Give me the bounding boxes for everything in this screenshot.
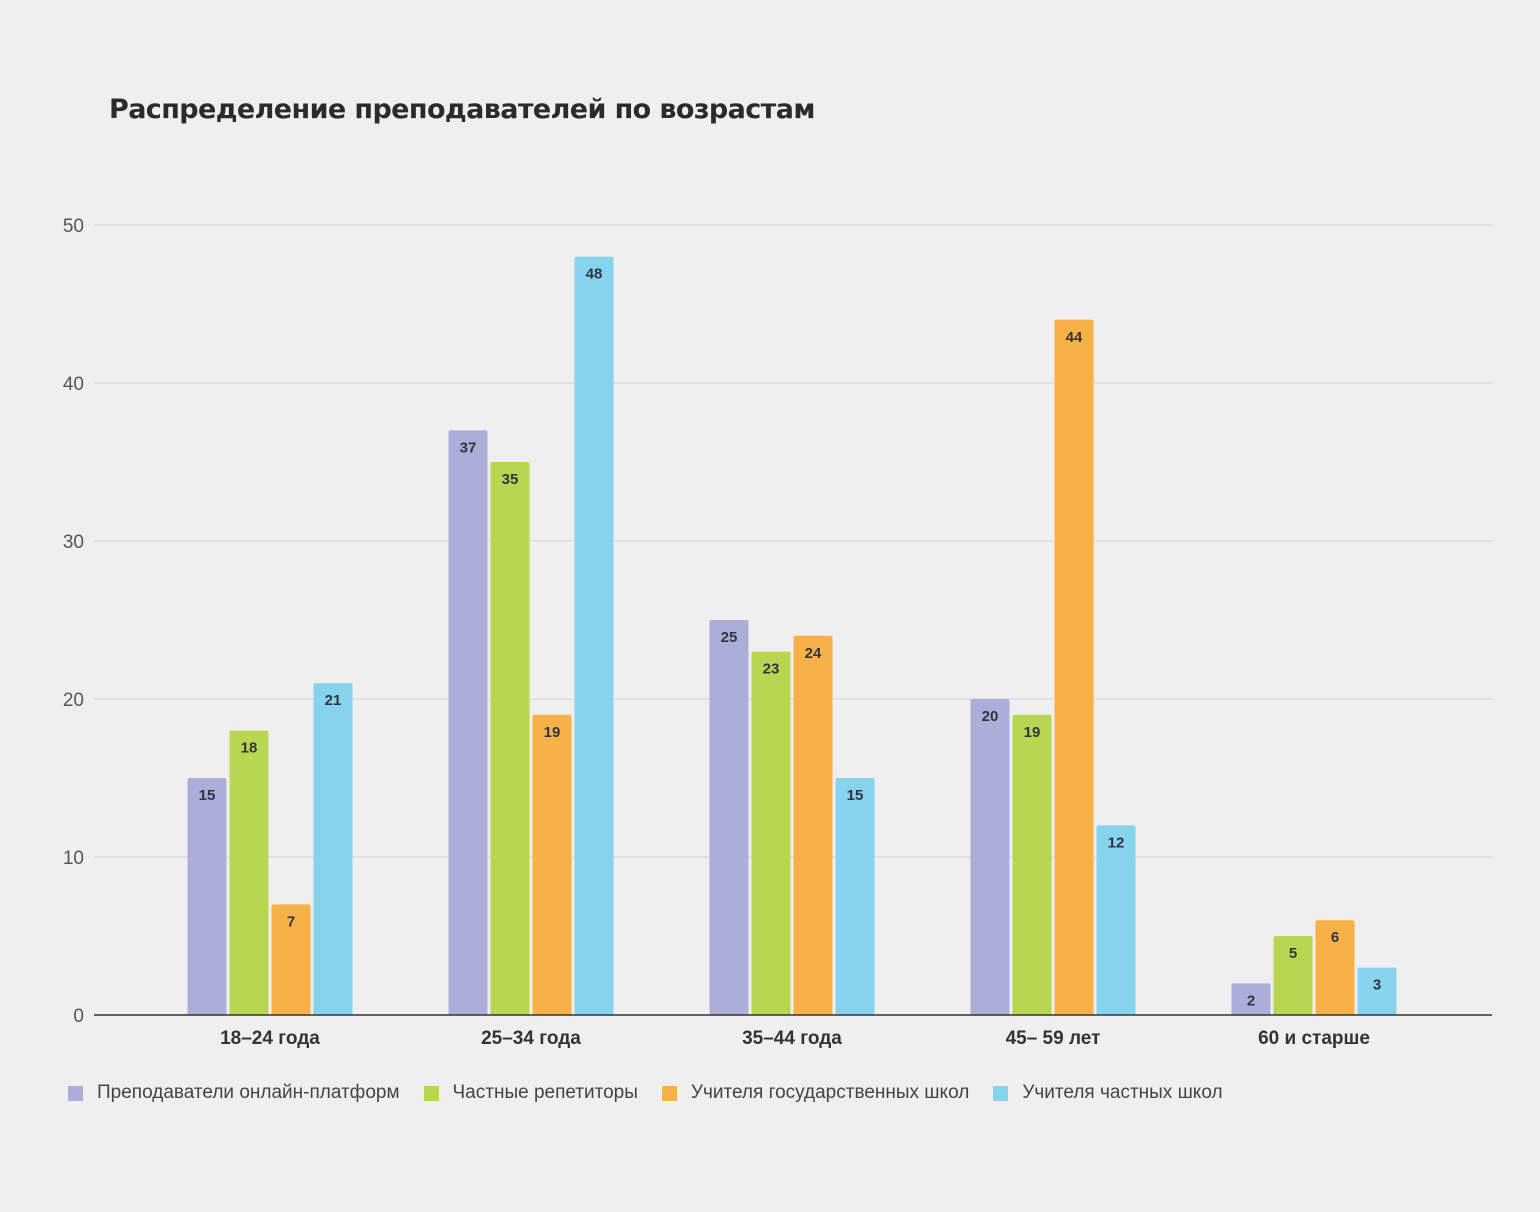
y-tick-label: 50	[63, 216, 84, 237]
data-label: 15	[199, 787, 216, 804]
bar	[1273, 936, 1313, 1015]
data-label: 19	[1024, 724, 1041, 741]
legend-label: Учителя частных школ	[1022, 1082, 1223, 1103]
bar	[532, 714, 572, 1015]
chart-title: Распределение преподавателей по возраста…	[109, 94, 815, 125]
data-label: 24	[805, 645, 822, 662]
x-tick-label: 25–34 года	[481, 1028, 581, 1049]
x-tick-label: 18–24 года	[220, 1028, 320, 1049]
bar	[1315, 920, 1355, 1015]
bar	[490, 462, 530, 1015]
bar	[793, 635, 833, 1015]
bar	[229, 730, 269, 1015]
bar	[1357, 967, 1397, 1015]
bar	[574, 256, 614, 1016]
data-label: 3	[1373, 977, 1381, 994]
data-label: 18	[241, 740, 258, 757]
legend-label: Преподаватели онлайн-платформ	[97, 1082, 400, 1103]
legend-item: Учителя государственных школ	[661, 1082, 970, 1104]
bar	[313, 683, 353, 1015]
legend-swatch	[68, 1085, 83, 1101]
legend-swatch	[423, 1085, 439, 1101]
y-tick-label: 20	[63, 690, 84, 711]
bar	[835, 778, 875, 1015]
data-label: 5	[1289, 945, 1297, 962]
gridlines	[94, 224, 1492, 858]
data-label: 7	[287, 913, 295, 930]
legend-swatch	[661, 1085, 677, 1101]
axes: 0 10 20 30 40 50 18–24 года 25–34 года 35–44 год…	[63, 216, 1492, 1049]
data-label: 48	[586, 266, 603, 283]
bar	[751, 651, 791, 1015]
bar	[1012, 714, 1052, 1015]
legend: Преподаватели онлайн-платформ Частные реп…	[68, 1082, 1247, 1104]
y-tick-label: 30	[63, 532, 84, 553]
data-label: 25	[721, 629, 738, 646]
x-tick-label: 35–44 года	[742, 1028, 842, 1049]
bar	[1054, 319, 1094, 1015]
bar	[448, 430, 488, 1015]
data-label: 15	[847, 787, 864, 804]
bar	[1231, 983, 1271, 1015]
legend-item: Учителя частных школ	[993, 1082, 1223, 1104]
legend-label: Частные репетиторы	[452, 1082, 638, 1103]
data-label: 6	[1331, 929, 1339, 946]
data-label: 21	[325, 692, 342, 709]
data-label: 20	[982, 708, 999, 725]
x-tick-label: 60 и старше	[1258, 1028, 1370, 1049]
legend-label: Учителя государственных школ	[690, 1082, 970, 1103]
bar	[970, 699, 1010, 1015]
y-tick-label: 10	[63, 848, 84, 869]
data-label: 44	[1066, 329, 1083, 346]
legend-item: Преподаватели онлайн-платформ	[68, 1082, 400, 1104]
legend-item: Частные репетиторы	[423, 1082, 638, 1104]
data-label: 37	[460, 439, 477, 456]
legend-swatch	[993, 1085, 1009, 1101]
bar	[709, 620, 749, 1015]
bar	[271, 904, 311, 1015]
bar	[187, 778, 227, 1015]
x-tick-label: 45– 59 лет	[1006, 1028, 1101, 1049]
y-tick-label: 40	[63, 374, 84, 395]
data-label: 2	[1247, 992, 1255, 1009]
data-label: 12	[1108, 834, 1125, 851]
data-label: 23	[763, 661, 780, 678]
data-label: 35	[502, 471, 519, 488]
y-tick-label: 0	[73, 1006, 84, 1027]
bar	[1096, 825, 1136, 1015]
data-label: 19	[544, 724, 561, 741]
